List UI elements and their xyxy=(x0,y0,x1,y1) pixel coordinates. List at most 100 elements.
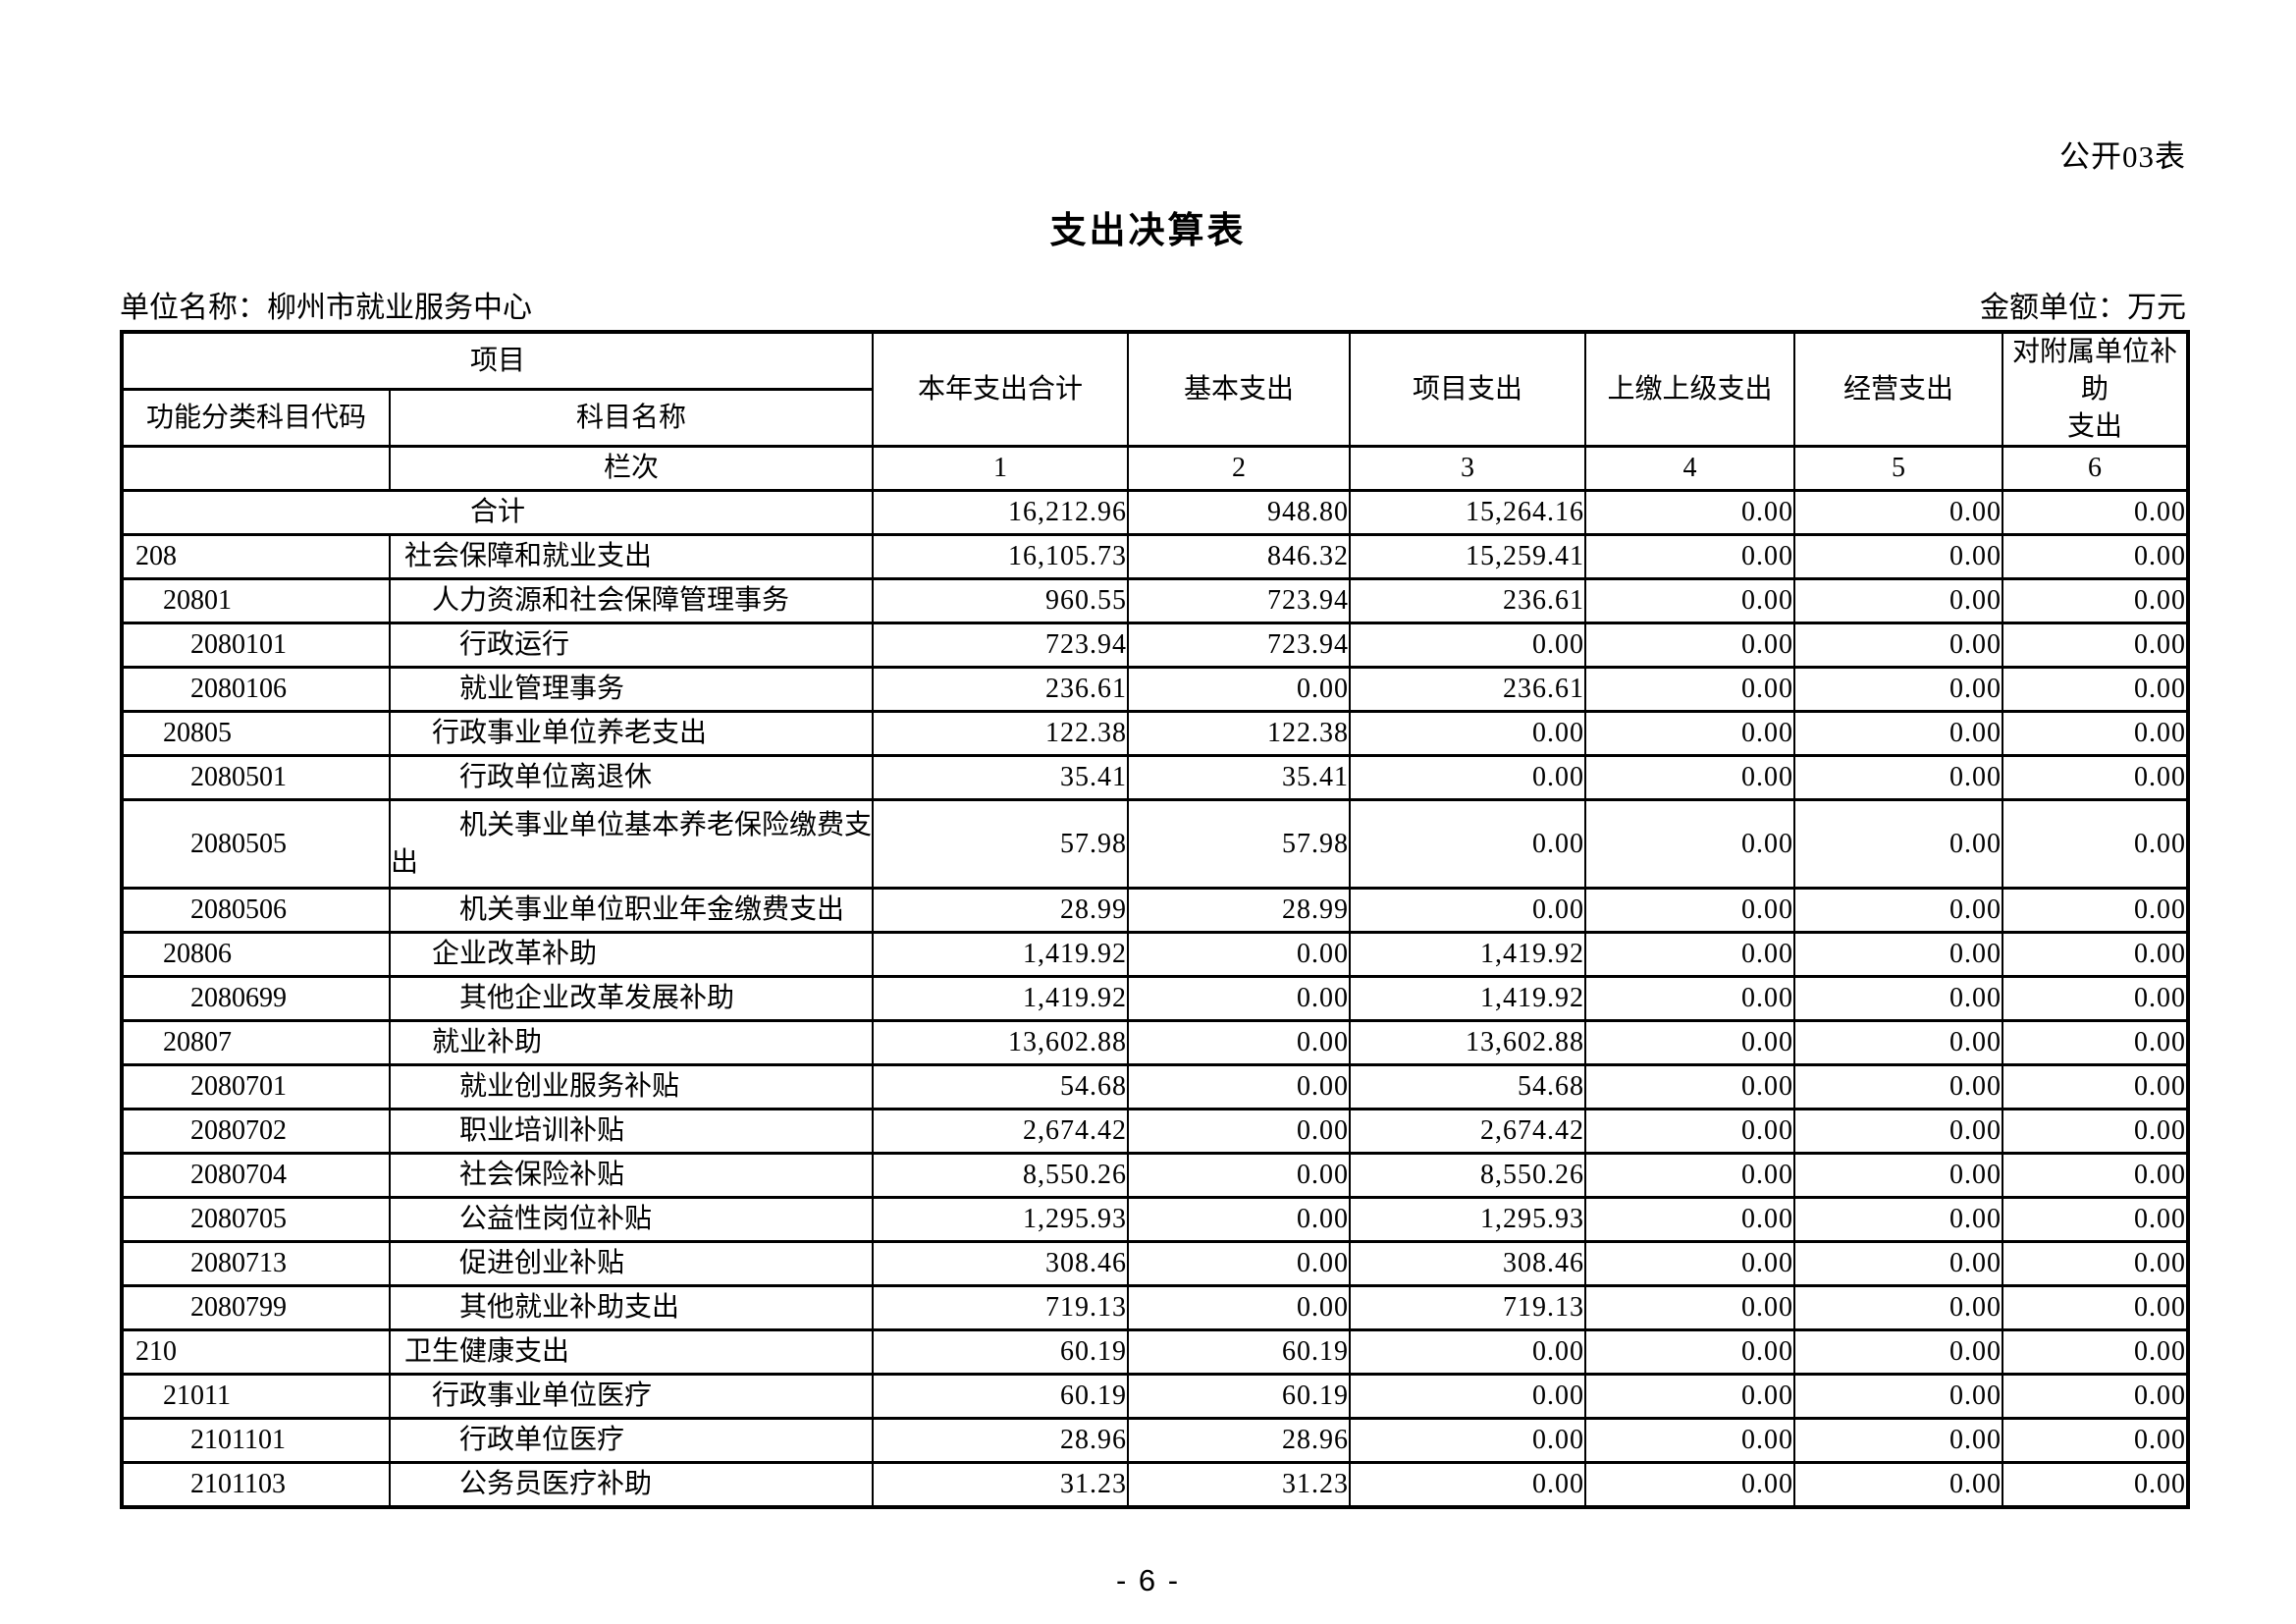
row-value: 0.00 xyxy=(2002,1019,2190,1067)
row-value: 0.00 xyxy=(2002,1284,2190,1332)
row-subject-name: 行政事业单位养老支出 xyxy=(388,710,875,758)
row-value: 0.00 xyxy=(2002,1063,2190,1111)
table-row: 208 社会保障和就业支出 16,105.73 846.32 15,259.41 0.00… xyxy=(121,533,2190,581)
row-value: 0.00 xyxy=(1584,1461,1796,1509)
row-value: 0.00 xyxy=(1584,1328,1796,1377)
row-value: 0.00 xyxy=(1793,1152,2004,1200)
table-row: 2080713 促进创业补贴 308.46 0.00 308.46 0.00 0.00 0.0… xyxy=(121,1240,2190,1288)
row-value: 54.68 xyxy=(872,1063,1130,1111)
row-value: 0.00 xyxy=(1793,533,2004,581)
row-value: 0.00 xyxy=(1584,1152,1796,1200)
row-value: 28.96 xyxy=(1127,1417,1352,1465)
row-subject-name: 社会保障和就业支出 xyxy=(388,533,875,581)
row-value: 60.19 xyxy=(872,1373,1130,1421)
row-code: 2080505 xyxy=(121,798,391,891)
header-project: 项目 xyxy=(120,330,875,391)
row-value: 0.00 xyxy=(1793,489,2004,537)
row-subject-name: 其他就业补助支出 xyxy=(388,1284,875,1332)
row-value: 723.94 xyxy=(1127,577,1352,625)
table-row: 2080506 机关事业单位职业年金缴费支出 28.99 28.99 0.00 0.00 0… xyxy=(121,887,2190,935)
row-subject-name: 企业改革补助 xyxy=(388,931,875,979)
row-value: 54.68 xyxy=(1349,1063,1587,1111)
row-value: 31.23 xyxy=(872,1461,1130,1509)
row-value: 236.61 xyxy=(1349,577,1587,625)
row-value: 723.94 xyxy=(1127,622,1352,670)
row-value: 8,550.26 xyxy=(1349,1152,1587,1200)
row-value: 0.00 xyxy=(2002,1196,2190,1244)
row-value: 122.38 xyxy=(872,710,1130,758)
row-value: 0.00 xyxy=(2002,489,2190,537)
row-value: 2,674.42 xyxy=(1349,1108,1587,1156)
row-code: 21011 xyxy=(121,1373,391,1421)
row-value: 0.00 xyxy=(1127,1152,1352,1200)
row-value: 0.00 xyxy=(2002,1152,2190,1200)
row-value: 0.00 xyxy=(1793,577,2004,625)
table-row: 20806 企业改革补助 1,419.92 0.00 1,419.92 0.00 0.00 0… xyxy=(121,931,2190,979)
row-value: 0.00 xyxy=(1584,577,1796,625)
row-value: 1,295.93 xyxy=(872,1196,1130,1244)
table-row: 2101101 行政单位医疗 28.96 28.96 0.00 0.00 0.00 0.00 xyxy=(121,1417,2190,1465)
row-value: 719.13 xyxy=(1349,1284,1587,1332)
row-value: 0.00 xyxy=(1127,1019,1352,1067)
row-subject-name: 公务员医疗补助 xyxy=(388,1461,875,1509)
header-row-1: 项目 本年支出合计 基本支出 项目支出 上缴上级支出 经营支出 对附属单位补助 … xyxy=(120,330,2190,449)
row-value: 0.00 xyxy=(1793,666,2004,714)
row-value: 122.38 xyxy=(1127,710,1352,758)
row-value: 0.00 xyxy=(1793,1240,2004,1288)
amount-unit-label: 金额单位：万元 xyxy=(1980,292,2186,324)
row-value: 0.00 xyxy=(2002,1461,2190,1509)
row-value: 0.00 xyxy=(1584,1063,1796,1111)
header-row-lanci: 栏次 1 2 3 4 5 6 xyxy=(121,445,2190,493)
header-col-number-2: 2 xyxy=(1127,445,1352,493)
row-value: 35.41 xyxy=(1127,754,1352,802)
row-subject-name: 行政单位离退休 xyxy=(388,754,875,802)
row-value: 57.98 xyxy=(1127,798,1352,891)
header-col-number-6: 6 xyxy=(2002,445,2190,493)
row-subject-name: 就业创业服务补贴 xyxy=(388,1063,875,1111)
header-code-label: 功能分类科目代码 xyxy=(121,387,391,449)
header-col-project-exp: 项目支出 xyxy=(1349,330,1587,449)
table-row: 合计 16,212.96 948.80 15,264.16 0.00 0.00 0.00 xyxy=(120,489,2190,537)
row-value: 960.55 xyxy=(872,577,1130,625)
row-code: 2080705 xyxy=(121,1196,391,1244)
row-code: 210 xyxy=(121,1328,391,1377)
header-col-total: 本年支出合计 xyxy=(872,330,1130,449)
table-row: 2080505 机关事业单位基本养老保险缴费支出 57.98 57.98 0.00 0.0… xyxy=(121,798,2190,891)
row-subject-name: 行政事业单位医疗 xyxy=(388,1373,875,1421)
row-value: 0.00 xyxy=(1127,931,1352,979)
row-value: 2,674.42 xyxy=(872,1108,1130,1156)
row-value: 15,264.16 xyxy=(1349,489,1587,537)
row-value: 0.00 xyxy=(1793,931,2004,979)
row-subject-name: 机关事业单位职业年金缴费支出 xyxy=(388,887,875,935)
row-value: 0.00 xyxy=(1349,1373,1587,1421)
row-subject-name: 卫生健康支出 xyxy=(388,1328,875,1377)
row-value: 0.00 xyxy=(2002,710,2190,758)
row-value: 0.00 xyxy=(1349,887,1587,935)
row-value: 0.00 xyxy=(1584,975,1796,1023)
row-value: 0.00 xyxy=(1584,1373,1796,1421)
row-value: 0.00 xyxy=(2002,1108,2190,1156)
header-col-number-3: 3 xyxy=(1349,445,1587,493)
header-col-operating: 经营支出 xyxy=(1793,330,2004,449)
table-row: 2080704 社会保险补贴 8,550.26 0.00 8,550.26 0.00 0.0… xyxy=(121,1152,2190,1200)
row-value: 719.13 xyxy=(872,1284,1130,1332)
table-row: 20807 就业补助 13,602.88 0.00 13,602.88 0.00 0.00 0… xyxy=(121,1019,2190,1067)
row-value: 0.00 xyxy=(1349,798,1587,891)
header-lanci-label: 栏次 xyxy=(388,445,875,493)
meta-line: 单位名称：柳州市就业服务中心 金额单位：万元 xyxy=(120,283,2186,326)
row-value: 0.00 xyxy=(2002,1328,2190,1377)
row-value: 16,212.96 xyxy=(872,489,1130,537)
row-value: 0.00 xyxy=(1584,1196,1796,1244)
row-code: 2101101 xyxy=(121,1417,391,1465)
row-subject-name: 其他企业改革发展补助 xyxy=(388,975,875,1023)
row-code: 2080101 xyxy=(121,622,391,670)
row-code: 2101103 xyxy=(121,1461,391,1509)
table-row: 2080501 行政单位离退休 35.41 35.41 0.00 0.00 0.00 0.00 xyxy=(121,754,2190,802)
row-value: 0.00 xyxy=(1793,1284,2004,1332)
row-subject-name: 促进创业补贴 xyxy=(388,1240,875,1288)
table-row: 2080106 就业管理事务 236.61 0.00 236.61 0.00 0.00 0.0… xyxy=(121,666,2190,714)
row-subject-name: 就业补助 xyxy=(388,1019,875,1067)
row-value: 1,419.92 xyxy=(1349,975,1587,1023)
row-code: 2080702 xyxy=(121,1108,391,1156)
table-row: 2080702 职业培训补贴 2,674.42 0.00 2,674.42 0.00 0.0… xyxy=(121,1108,2190,1156)
